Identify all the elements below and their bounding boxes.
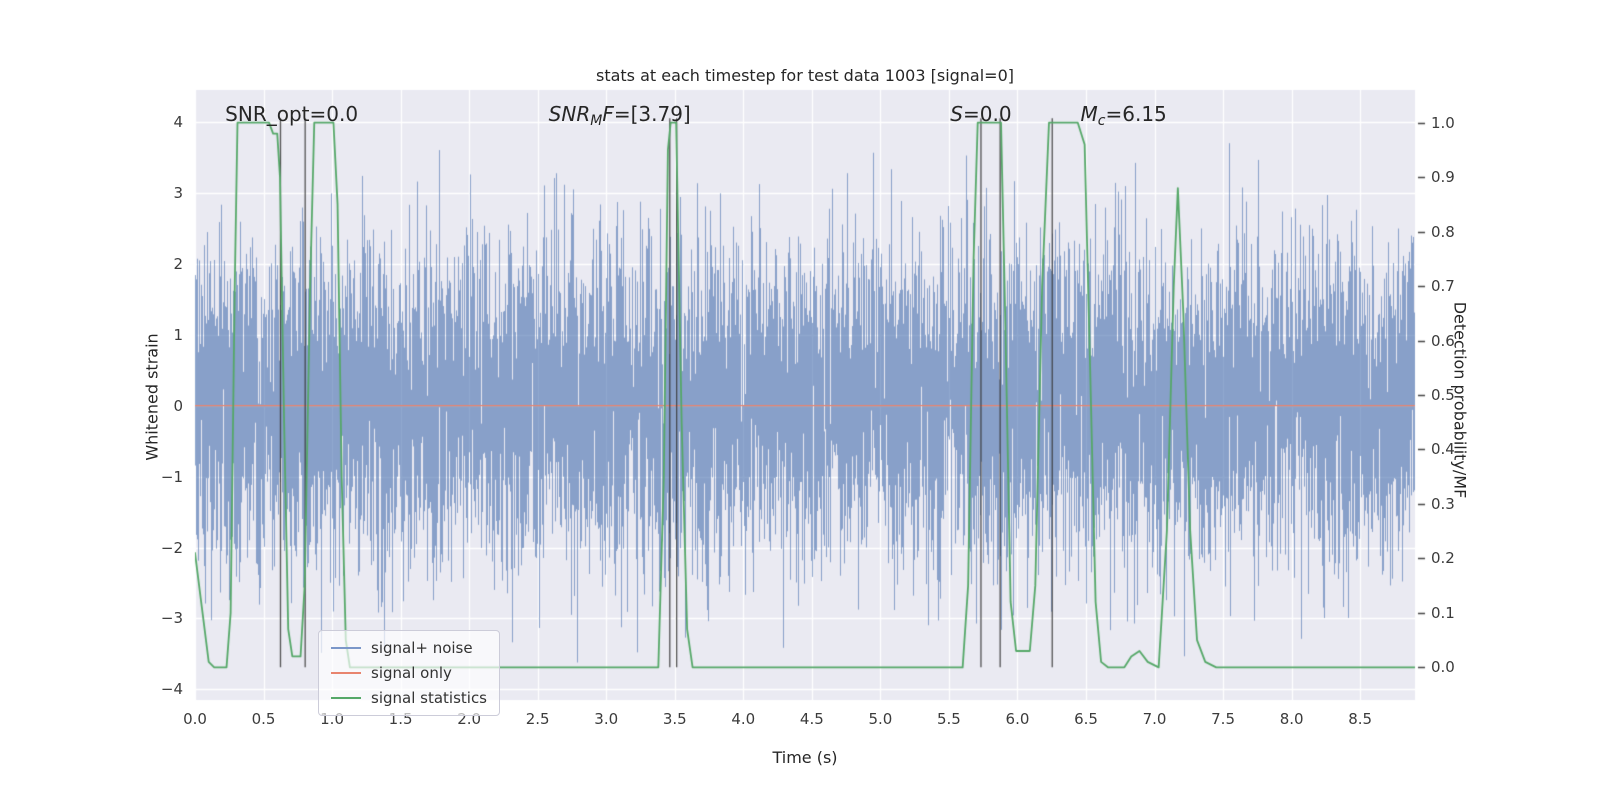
annotation-text: M [590,113,603,130]
annotation-text: =6.15 [1105,102,1167,127]
y-tick-label-left: −4 [160,680,183,699]
x-tick-label: 3.5 [662,710,687,728]
annotation-text: SNR [548,102,591,127]
legend-item-label: signal only [371,664,452,682]
annotation-text: =[3.79] [613,102,691,127]
y-tick-label-left: −1 [160,467,183,486]
y-tick-label-left: −2 [160,538,183,557]
y-tick-label-left: 0 [173,396,183,415]
y-tick-label-right: 0.9 [1431,168,1455,187]
chart-title: stats at each timestep for test data 100… [595,66,1015,85]
annotation-text: =0.0 [963,102,1012,127]
x-tick-label: 8.0 [1279,710,1304,728]
annotation-text: c [1097,113,1106,130]
y-tick-label-left: 3 [173,183,183,202]
y-tick-label-right: 0.5 [1431,386,1455,404]
legend: signal+ noise signal only signal statistic… [318,630,501,716]
legend-line-swatch [331,671,361,675]
y-tick-label-right: 0.3 [1431,494,1455,513]
annotation-2: S=0.0 [950,102,1011,126]
x-tick-label: 2.5 [525,710,550,728]
x-tick-label: 6.0 [1005,710,1030,728]
annotation-text: F [602,102,614,127]
y-tick-label-right: 1.0 [1431,113,1455,132]
annotation-text: S [950,102,963,127]
y-tick-label-left: 1 [173,325,183,344]
x-tick-label: 4.0 [731,710,756,728]
x-tick-label: 6.5 [1074,710,1098,728]
annotation-text: SNR_opt=0.0 [225,102,359,127]
x-axis-label: Time (s) [772,748,838,767]
y-axis-label-right: Detection probability/MF [1450,301,1470,499]
x-tick-label: 7.0 [1142,710,1167,728]
y-tick-label-left: 4 [173,112,183,131]
y-tick-label-right: 0.7 [1431,277,1455,296]
y-tick-label-right: 0.1 [1431,603,1455,622]
x-tick-label: 0.5 [251,710,276,728]
x-tick-label: 4.5 [799,710,824,728]
x-tick-label: 5.5 [936,710,961,728]
x-tick-label: 0.0 [183,710,207,728]
legend-line-swatch [331,696,361,700]
y-tick-label-right: 0.6 [1431,331,1455,350]
annotation-3: Mc=6.15 [1081,102,1167,129]
y-tick-label-right: 0.4 [1431,440,1455,459]
annotation-1: SNRMF=[3.79] [549,102,691,129]
x-tick-label: 7.5 [1211,710,1235,728]
y-tick-label-left: −3 [160,609,183,628]
x-tick-label: 3.0 [594,710,619,728]
legend-line-swatch [331,646,361,650]
y-tick-label-right: 0.0 [1431,658,1455,677]
y-tick-label-left: 2 [173,254,183,273]
legend-item: signal statistics [331,689,487,707]
legend-item-label: signal+ noise [371,639,473,657]
legend-item: signal only [331,664,487,682]
annotation-0: SNR_opt=0.0 [225,102,358,126]
x-tick-label: 8.5 [1348,710,1373,728]
y-tick-label-right: 0.2 [1431,549,1455,568]
x-tick-label: 5.0 [868,710,893,728]
legend-item-label: signal statistics [371,689,488,707]
annotation-text: M [1080,102,1098,127]
y-tick-label-right: 0.8 [1431,222,1455,241]
legend-item: signal+ noise [331,639,487,657]
